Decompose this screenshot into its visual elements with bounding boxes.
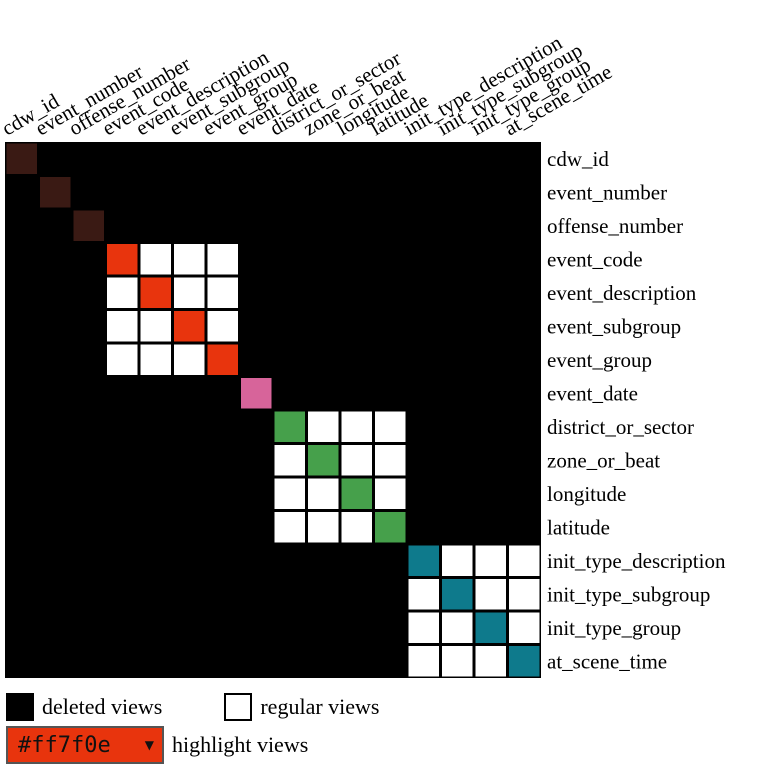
matrix-cell[interactable] bbox=[475, 545, 507, 577]
matrix-cell[interactable] bbox=[140, 344, 172, 376]
matrix-cell[interactable] bbox=[140, 311, 172, 342]
deleted-views-label: deleted views bbox=[42, 694, 163, 719]
matrix-cell[interactable] bbox=[375, 478, 406, 510]
matrix-cell[interactable] bbox=[207, 244, 239, 275]
matrix-cell[interactable] bbox=[174, 344, 205, 376]
row-label: longitude bbox=[547, 482, 626, 506]
row-label: init_type_description bbox=[547, 549, 726, 573]
matrix-cell[interactable] bbox=[207, 277, 239, 309]
row-label: at_scene_time bbox=[547, 649, 667, 673]
highlight-control: #ff7f0e ▼ highlight views bbox=[6, 726, 308, 764]
deleted-views-swatch bbox=[6, 693, 34, 721]
row-label: offense_number bbox=[547, 214, 683, 238]
matrix-diagonal-cell[interactable] bbox=[6, 143, 38, 175]
matrix-cell[interactable] bbox=[308, 411, 339, 443]
matrix-cell[interactable] bbox=[174, 244, 205, 275]
matrix-diagonal-cell[interactable] bbox=[341, 478, 373, 510]
row-label: event_group bbox=[547, 348, 652, 372]
matrix-diagonal-cell[interactable] bbox=[73, 210, 105, 242]
legend: deleted views regular views bbox=[6, 692, 379, 722]
regular-views-label: regular views bbox=[260, 694, 380, 719]
matrix-cell[interactable] bbox=[107, 311, 138, 342]
row-label: event_number bbox=[547, 180, 667, 204]
matrix-cell[interactable] bbox=[408, 612, 440, 644]
row-label: init_type_group bbox=[547, 616, 681, 640]
matrix-cell[interactable] bbox=[442, 545, 473, 577]
matrix-cell[interactable] bbox=[107, 277, 138, 309]
highlight-color-value: #ff7f0e bbox=[18, 732, 111, 758]
row-label: latitude bbox=[547, 515, 610, 539]
matrix-cell[interactable] bbox=[509, 612, 540, 644]
matrix-cell[interactable] bbox=[375, 445, 406, 476]
matrix-cell[interactable] bbox=[509, 545, 540, 577]
matrix-cell[interactable] bbox=[341, 411, 373, 443]
chevron-down-icon: ▼ bbox=[144, 738, 154, 752]
row-label: event_code bbox=[547, 247, 643, 271]
row-label: init_type_subgroup bbox=[547, 582, 710, 606]
matrix-diagonal-cell[interactable] bbox=[408, 545, 440, 577]
matrix-cell[interactable] bbox=[442, 612, 473, 644]
regular-views-swatch bbox=[224, 693, 253, 721]
row-label: event_subgroup bbox=[547, 314, 681, 338]
matrix-cell[interactable] bbox=[274, 512, 306, 543]
matrix-cell[interactable] bbox=[308, 512, 339, 543]
row-label: zone_or_beat bbox=[547, 448, 660, 472]
matrix-cell[interactable] bbox=[341, 512, 373, 543]
row-label: cdw_id bbox=[547, 147, 609, 171]
row-label: event_description bbox=[547, 281, 697, 305]
matrix-diagonal-cell[interactable] bbox=[174, 311, 205, 342]
matrix-cell[interactable] bbox=[408, 646, 440, 677]
matrix-cell[interactable] bbox=[107, 344, 138, 376]
matrix-diagonal-cell[interactable] bbox=[274, 411, 306, 443]
matrix-diagonal-cell[interactable] bbox=[308, 445, 339, 476]
matrix-diagonal-cell[interactable] bbox=[509, 646, 540, 677]
matrix-diagonal-cell[interactable] bbox=[241, 378, 272, 409]
matrix-cell[interactable] bbox=[475, 646, 507, 677]
matrix-diagonal-cell[interactable] bbox=[442, 579, 473, 610]
matrix-diagonal-cell[interactable] bbox=[475, 612, 507, 644]
matrix-cell[interactable] bbox=[308, 478, 339, 510]
matrix-cell[interactable] bbox=[174, 277, 205, 309]
matrix-cell[interactable] bbox=[207, 311, 239, 342]
row-label: event_date bbox=[547, 381, 638, 405]
highlight-color-select[interactable]: #ff7f0e ▼ bbox=[6, 726, 164, 764]
matrix-diagonal-cell[interactable] bbox=[40, 177, 71, 208]
matrix-cell[interactable] bbox=[475, 579, 507, 610]
matrix-cell[interactable] bbox=[274, 445, 306, 476]
matrix-diagonal-cell[interactable] bbox=[107, 244, 138, 275]
matrix-cell[interactable] bbox=[341, 445, 373, 476]
matrix-diagonal-cell[interactable] bbox=[375, 512, 406, 543]
matrix-cell[interactable] bbox=[140, 244, 172, 275]
matrix-cell[interactable] bbox=[274, 478, 306, 510]
matrix-cell[interactable] bbox=[442, 646, 473, 677]
matrix-cell[interactable] bbox=[375, 411, 406, 443]
matrix-diagonal-cell[interactable] bbox=[140, 277, 172, 309]
row-label: district_or_sector bbox=[547, 415, 694, 439]
matrix-cell[interactable] bbox=[408, 579, 440, 610]
highlight-views-label: highlight views bbox=[172, 732, 309, 757]
matrix-diagonal-cell[interactable] bbox=[207, 344, 239, 376]
matrix-cell[interactable] bbox=[509, 579, 540, 610]
correlation-matrix: cdw_id event_number offense_number event_co… bbox=[0, 30, 726, 678]
